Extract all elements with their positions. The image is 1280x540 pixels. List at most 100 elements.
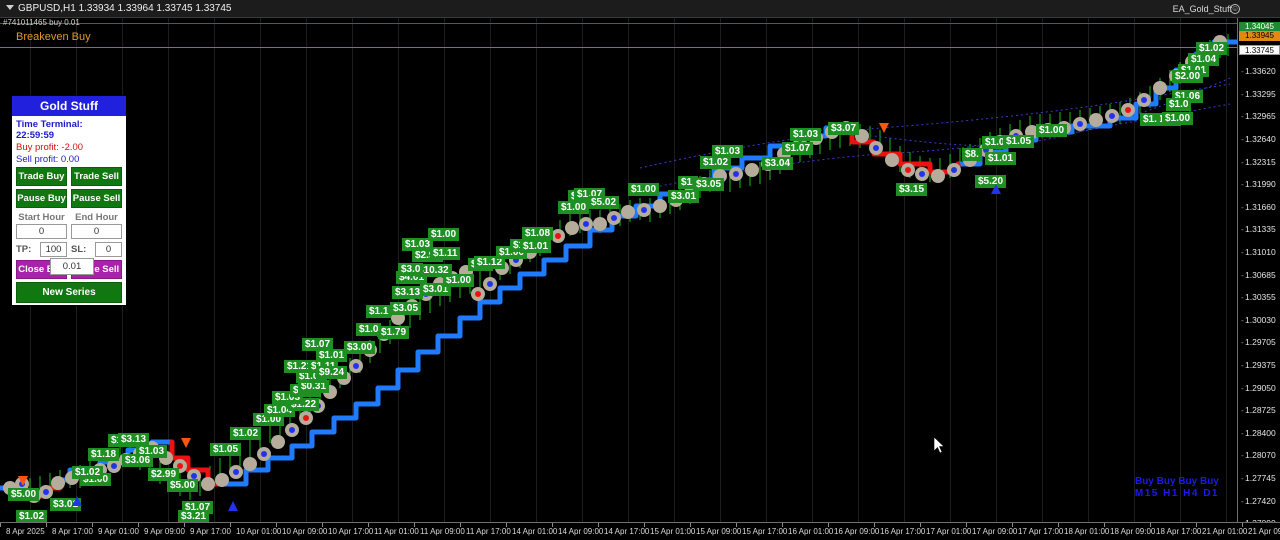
chart-title-bar: GBPUSD,H1 1.33934 1.33964 1.33745 1.3374… xyxy=(0,0,1280,18)
grid-line xyxy=(214,18,215,522)
end-hour-input[interactable]: 0 xyxy=(71,224,122,239)
profit-label: $1.05 xyxy=(1003,135,1035,148)
profit-label: $3.15 xyxy=(896,183,928,196)
buy-signal-arrow-icon xyxy=(228,501,238,511)
breakeven-line xyxy=(0,47,1237,48)
time-tick-notch xyxy=(1058,523,1059,527)
chart-plot-area[interactable]: #741011465 buy 0.01 Breakeven Buy $3.01 $… xyxy=(0,18,1237,522)
time-tick-notch xyxy=(552,523,553,527)
chevron-down-icon[interactable] xyxy=(6,5,14,10)
profit-label: $1.00 xyxy=(628,183,660,196)
profit-label: $1.00 xyxy=(428,228,460,241)
time-tick-notch xyxy=(0,523,1,527)
profit-label: $1.00 xyxy=(443,274,475,287)
profit-label: $1.08 xyxy=(522,227,554,240)
time-tick-notch xyxy=(230,523,231,527)
profit-label: $1.07 xyxy=(302,338,334,351)
profit-label: $5.00 xyxy=(167,479,199,492)
profit-label: $3.05 xyxy=(693,178,725,191)
price-tick-label: -1.33295 xyxy=(1241,88,1276,99)
profit-label: $1.79 xyxy=(378,326,410,339)
grid-line xyxy=(1226,18,1227,522)
profit-label: $3.07 xyxy=(828,122,860,135)
pause-sell-button[interactable]: Pause Sell xyxy=(71,189,122,208)
time-tick-notch xyxy=(920,523,921,527)
gold-stuff-panel[interactable]: Gold Stuff Time Terminal: 22:59:59 Buy p… xyxy=(11,95,127,306)
price-tick-label: -1.30685 xyxy=(1241,269,1276,280)
grid-line xyxy=(1180,18,1181,522)
smiley-icon: ☺ xyxy=(1230,4,1240,14)
time-tick-label: 15 Apr 17:00 xyxy=(742,527,788,536)
profit-label: $1.00 xyxy=(1162,112,1194,125)
price-tick-label: -1.27420 xyxy=(1241,495,1276,506)
grid-line xyxy=(582,18,583,522)
sell-signal-arrow-icon xyxy=(879,123,889,133)
tp-label: TP: xyxy=(16,244,32,255)
price-tick-label: -1.30355 xyxy=(1241,292,1276,303)
time-tick-notch xyxy=(1012,523,1013,527)
grid-line xyxy=(536,18,537,522)
profit-label: $1.0 xyxy=(1166,98,1192,111)
time-tick-notch xyxy=(1104,523,1105,527)
trade-sell-button[interactable]: Trade Sell xyxy=(71,167,122,186)
profit-label: $1.03 xyxy=(790,128,822,141)
profit-label: $1.01 xyxy=(985,152,1017,165)
grid-line xyxy=(306,18,307,522)
pause-buy-button[interactable]: Pause Buy xyxy=(16,189,67,208)
time-tick-label: 9 Apr 01:00 xyxy=(98,527,139,536)
sl-input[interactable]: 0 xyxy=(95,242,122,257)
time-tick-label: 16 Apr 09:00 xyxy=(834,527,880,536)
profit-label: $1.02 xyxy=(16,510,48,522)
time-tick-notch xyxy=(322,523,323,527)
buy-signal-arrow-icon xyxy=(991,184,1001,194)
time-tick-notch xyxy=(736,523,737,527)
time-tick-notch xyxy=(690,523,691,527)
price-tick-label: -1.32315 xyxy=(1241,156,1276,167)
profit-label: $1.02 xyxy=(72,466,104,479)
grid-line xyxy=(904,18,905,522)
grid-line xyxy=(628,18,629,522)
profit-label: $1.12 xyxy=(474,256,506,269)
lot-size-input[interactable]: 0.01 xyxy=(50,258,94,275)
time-tick-notch xyxy=(460,523,461,527)
new-series-button[interactable]: New Series xyxy=(16,282,122,303)
profit-label: $5.00 xyxy=(8,488,40,501)
time-tick-label: 11 Apr 09:00 xyxy=(420,527,465,536)
time-terminal-label: Time Terminal: 22:59:59 xyxy=(16,119,83,141)
time-tick-label: 18 Apr 01:00 xyxy=(1064,527,1110,536)
time-scale[interactable]: 8 Apr 2025 8 Apr 17:00 9 Apr 01:00 9 Apr 09… xyxy=(0,522,1280,540)
price-tick-label: -1.29375 xyxy=(1241,360,1276,370)
profit-label: $1.02 xyxy=(700,156,732,169)
profit-label: $10.32 xyxy=(415,264,452,277)
ask-price-tag: 1.34045 xyxy=(1239,22,1280,32)
start-hour-label: Start Hour xyxy=(18,212,65,223)
ea-name-label: EA_Gold_Stuff xyxy=(1172,4,1232,14)
price-tick-label: -1.28725 xyxy=(1241,405,1276,416)
time-tick-notch xyxy=(368,523,369,527)
time-tick-notch xyxy=(1196,523,1197,527)
profit-label: $2.99 xyxy=(148,468,180,481)
price-tick-label: -1.31335 xyxy=(1241,224,1276,235)
start-hour-input[interactable]: 0 xyxy=(16,224,67,239)
tp-input[interactable]: 100 xyxy=(40,242,67,257)
time-tick-label: 10 Apr 01:00 xyxy=(236,527,282,536)
profit-label: $2.00 xyxy=(1172,70,1204,83)
profit-label: $1. xyxy=(1140,113,1160,126)
time-tick-label: 17 Apr 09:00 xyxy=(972,527,1018,536)
breakeven-label: Breakeven Buy xyxy=(16,31,91,43)
time-tick-label: 8 Apr 17:00 xyxy=(52,527,93,536)
mouse-pointer-icon xyxy=(934,437,945,454)
time-tick-notch xyxy=(138,523,139,527)
timeframe-period-row: M15 H1 H4 D1 xyxy=(1134,488,1219,499)
trade-buy-button[interactable]: Trade Buy xyxy=(16,167,67,186)
time-tick-notch xyxy=(506,523,507,527)
grid-line xyxy=(720,18,721,522)
price-tick-label: -1.29050 xyxy=(1241,382,1276,393)
profit-label: $1.07 xyxy=(782,142,814,155)
price-scale[interactable]: -1.34275-1.33945-1.33620-1.33295-1.32965… xyxy=(1237,18,1280,528)
grid-line xyxy=(858,18,859,522)
time-tick-label: 21 Apr 09:00 xyxy=(1248,527,1280,536)
order-open-line xyxy=(0,23,1237,24)
profit-label: $3.05 xyxy=(390,302,422,315)
timeframe-signal-panel: Buy Buy Buy Buy M15 H1 H4 D1 xyxy=(1135,476,1219,500)
